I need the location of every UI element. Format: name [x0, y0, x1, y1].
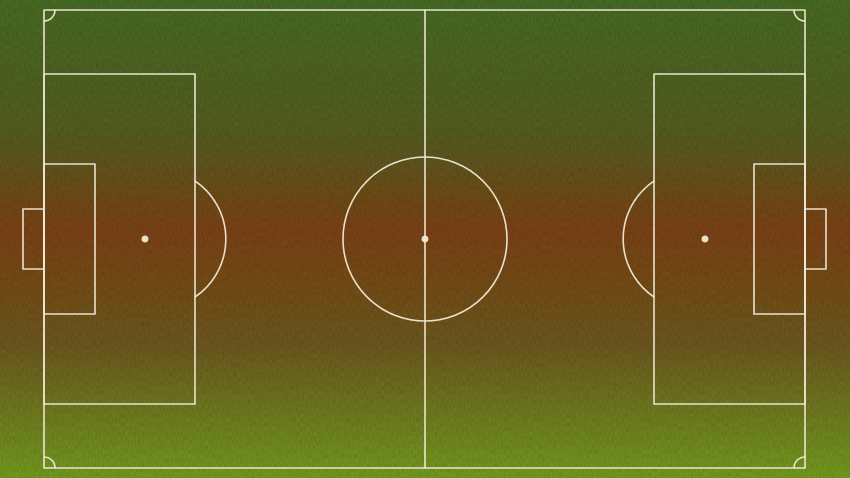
right-goal [804, 208, 827, 270]
top-right-corner-arc [793, 9, 806, 22]
center-circle [342, 156, 508, 322]
left-penalty-spot [141, 235, 149, 243]
left-penalty-arc [194, 180, 227, 298]
right-penalty-arc [622, 180, 655, 298]
left-goal [22, 208, 45, 270]
bottom-right-corner-arc [793, 456, 806, 469]
field-markings [22, 9, 827, 469]
center-spot [421, 235, 429, 243]
bottom-left-corner-arc [43, 456, 56, 469]
top-left-corner-arc [43, 9, 56, 22]
right-penalty-spot [701, 235, 709, 243]
